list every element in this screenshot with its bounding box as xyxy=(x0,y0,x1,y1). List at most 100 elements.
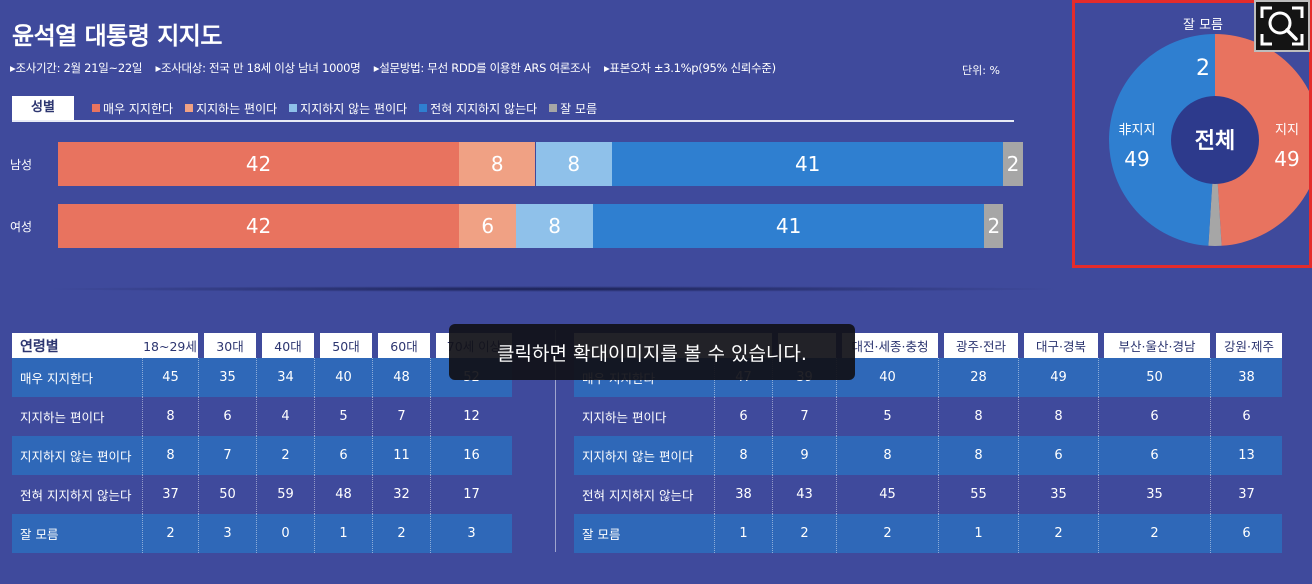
table-cell: 48 xyxy=(314,475,372,514)
table-cell: 45 xyxy=(142,358,198,397)
meta-target: ▸조사대상: 전국 만 18세 이상 남녀 1000명 xyxy=(155,61,361,75)
table-column-header: 강원·제주 xyxy=(1210,333,1282,358)
legend-swatch xyxy=(549,104,558,112)
table-cell: 3 xyxy=(198,514,256,553)
table-column-header: 50대 xyxy=(314,333,372,358)
table-cell: 38 xyxy=(1210,358,1282,397)
table-cell: 35 xyxy=(198,358,256,397)
table-cell: 2 xyxy=(142,514,198,553)
table-cell: 17 xyxy=(430,475,512,514)
legend-label: 지지하는 편이다 xyxy=(196,101,278,116)
pie-slice xyxy=(1108,34,1215,246)
table-cell: 8 xyxy=(142,436,198,475)
bar-segment: 42 xyxy=(58,204,460,248)
table-cell: 59 xyxy=(256,475,314,514)
table-cell: 50 xyxy=(1098,358,1210,397)
slice-label: 지지 xyxy=(1275,123,1299,138)
table-column-header: 부산·울산·경남 xyxy=(1098,333,1210,358)
table-row: 잘 모름 2 3 0 1 2 3 xyxy=(12,514,512,553)
meta-method: ▸설문방법: 무선 RDD를 이용한 ARS 여론조사 xyxy=(373,61,591,75)
table-cell: 6 xyxy=(714,397,772,436)
bar-segment: 41 xyxy=(592,204,985,248)
table-cell: 3 xyxy=(430,514,512,553)
table-cell: 6 xyxy=(198,397,256,436)
table-cell: 55 xyxy=(938,475,1018,514)
table-cell: 9 xyxy=(772,436,836,475)
legend: 매우 지지한다 지지하는 편이다 지지하지 않는 편이다 전혀 지지하지 않는다 잘 모… xyxy=(92,96,609,120)
table-cell: 8 xyxy=(836,436,938,475)
table-cell: 43 xyxy=(772,475,836,514)
table-cell: 8 xyxy=(938,397,1018,436)
table-row: 매우 지지한다453534404852 xyxy=(12,358,512,397)
legend-item: 잘 모름 xyxy=(549,100,597,117)
table-cell: 48 xyxy=(372,358,430,397)
table-column-header: 60대 xyxy=(372,333,430,358)
row-label: 전혀 지지하지 않는다 xyxy=(20,488,132,503)
gender-tab: 성별 xyxy=(12,96,74,120)
table-cell: 0 xyxy=(256,514,314,553)
table-cell: 11 xyxy=(372,436,430,475)
table-column-header: 18~29세 xyxy=(142,333,198,358)
table-cell: 6 xyxy=(1210,397,1282,436)
row-label: 잘 모름 xyxy=(12,514,142,553)
table-cell: 7 xyxy=(772,397,836,436)
table-cell: 35 xyxy=(1018,475,1098,514)
table-cell: 2 xyxy=(256,436,314,475)
slice-value: 2 xyxy=(1196,56,1210,81)
donut-chart: 전체 지지 49 잘 모름 2 非지지 49 xyxy=(1108,18,1312,246)
table-cell: 37 xyxy=(1210,475,1282,514)
legend-swatch xyxy=(185,104,194,112)
slice-label: 非지지 xyxy=(1119,123,1156,138)
table-divider xyxy=(555,330,556,552)
bar-segment: 2 xyxy=(984,204,1004,248)
table-cell: 34 xyxy=(256,358,314,397)
table-cell: 40 xyxy=(314,358,372,397)
table-cell: 8 xyxy=(142,397,198,436)
table-cell: 5 xyxy=(836,397,938,436)
table-cell: 4 xyxy=(256,397,314,436)
legend-item: 매우 지지한다 xyxy=(92,100,173,117)
table-cell: 8 xyxy=(714,436,772,475)
table-row: 전혀 지지하지 않는다 38 43 45 55 35 35 37 xyxy=(574,475,1282,514)
table-cell: 45 xyxy=(836,475,938,514)
bar-category-label: 남성 xyxy=(10,158,33,172)
overall-donut-panel[interactable]: 전체 지지 49 잘 모름 2 非지지 49 xyxy=(1072,0,1312,268)
meta-error: ▸표본오차 ±3.1%p(95% 신뢰수준) xyxy=(603,61,776,75)
table-cell: 2 xyxy=(1018,514,1098,553)
table-cell: 6 xyxy=(1098,397,1210,436)
zoom-button[interactable] xyxy=(1254,0,1310,52)
zoom-hint-toast[interactable]: 클릭하면 확대이미지를 볼 수 있습니다. xyxy=(449,324,855,380)
table-header-title: 연령별 xyxy=(12,333,142,358)
table-column-header: 30대 xyxy=(198,333,256,358)
table-cell: 1 xyxy=(314,514,372,553)
legend-label: 매우 지지한다 xyxy=(103,101,174,116)
table-cell: 7 xyxy=(198,436,256,475)
table-cell: 16 xyxy=(430,436,512,475)
table-cell: 8 xyxy=(938,436,1018,475)
gender-bar-chart: 남성 42 8 8 41 2 여성 42 6 8 41 2 xyxy=(0,130,1040,260)
table-cell: 49 xyxy=(1018,358,1098,397)
table-cell: 50 xyxy=(198,475,256,514)
pie-slice xyxy=(1215,34,1312,246)
table-cell: 1 xyxy=(714,514,772,553)
row-label: 지지하지 않는 편이다 xyxy=(574,436,714,475)
legend-label: 잘 모름 xyxy=(560,101,598,116)
legend-item: 지지하지 않는 편이다 xyxy=(289,100,407,117)
bar-segment: 8 xyxy=(516,204,593,248)
table-cell: 2 xyxy=(372,514,430,553)
bar-segment: 8 xyxy=(459,142,536,186)
table-cell: 13 xyxy=(1210,436,1282,475)
table-cell: 7 xyxy=(372,397,430,436)
table-column-header: 광주·전라 xyxy=(938,333,1018,358)
legend-swatch xyxy=(419,104,428,112)
table-cell: 37 xyxy=(142,475,198,514)
table-column-header: 40대 xyxy=(256,333,314,358)
row-label: 지지하는 편이다 xyxy=(582,410,667,425)
table-cell: 6 xyxy=(314,436,372,475)
section-divider xyxy=(38,286,1068,292)
table-cell: 1 xyxy=(938,514,1018,553)
legend-label: 전혀 지지하지 않는다 xyxy=(430,101,538,116)
search-icon xyxy=(1260,6,1304,46)
table-cell: 28 xyxy=(938,358,1018,397)
